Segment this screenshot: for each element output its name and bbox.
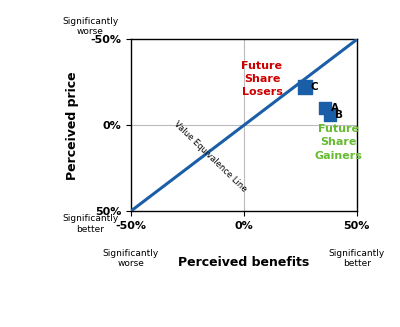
Text: Significantly
worse: Significantly worse — [103, 249, 159, 268]
X-axis label: Perceived benefits: Perceived benefits — [178, 256, 310, 269]
Text: Future
Share
Losers: Future Share Losers — [242, 61, 282, 97]
Point — [322, 106, 328, 111]
Text: A: A — [331, 103, 339, 113]
Text: Significantly
better: Significantly better — [329, 249, 385, 268]
Y-axis label: Perceived price: Perceived price — [66, 71, 79, 180]
Point — [302, 85, 308, 90]
Text: Future
Share
Gainers: Future Share Gainers — [315, 124, 363, 161]
Text: Significantly
better: Significantly better — [62, 215, 118, 234]
Text: Significantly
worse: Significantly worse — [62, 17, 118, 36]
Text: C: C — [310, 82, 318, 93]
Text: B: B — [336, 110, 344, 120]
Text: Value Equivalence Line: Value Equivalence Line — [172, 119, 248, 193]
Point — [326, 112, 333, 118]
